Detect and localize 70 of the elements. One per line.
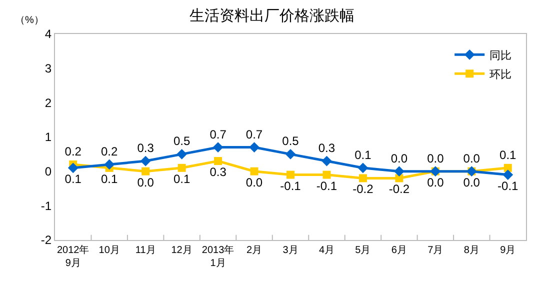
x-tick-label: 8月 bbox=[464, 245, 480, 256]
point bbox=[504, 164, 512, 172]
data-label: 0.0 bbox=[390, 151, 408, 166]
data-label: 0.1 bbox=[500, 148, 517, 162]
data-label: -0.1 bbox=[498, 178, 519, 193]
legend-label: 环比 bbox=[490, 68, 512, 81]
data-label: 0.0 bbox=[137, 175, 154, 190]
point bbox=[68, 162, 78, 174]
point bbox=[178, 164, 186, 172]
legend-label: 同比 bbox=[490, 48, 512, 62]
x-tick-label: 9月 bbox=[500, 245, 516, 256]
point bbox=[285, 148, 296, 160]
point bbox=[358, 174, 367, 182]
x-tick-label: 2月 bbox=[246, 245, 262, 256]
point bbox=[502, 170, 514, 180]
point bbox=[214, 157, 222, 166]
data-label: 0.0 bbox=[463, 175, 480, 190]
x-tick-label: 4月 bbox=[318, 245, 335, 256]
point bbox=[142, 167, 150, 176]
data-label: 0.7 bbox=[246, 127, 263, 142]
data-label: -0.2 bbox=[388, 182, 410, 196]
point bbox=[394, 166, 404, 177]
point bbox=[358, 162, 368, 174]
point bbox=[395, 174, 404, 182]
data-label: 0.7 bbox=[210, 127, 227, 142]
data-label: 0.1 bbox=[173, 172, 190, 186]
y-tick-label: 4 bbox=[44, 27, 52, 42]
x-tick-label: 10月 bbox=[98, 245, 120, 256]
y-tick-label: 1 bbox=[44, 130, 52, 144]
point bbox=[250, 167, 258, 176]
x-tick-label: 5月 bbox=[355, 245, 371, 256]
point bbox=[176, 148, 188, 160]
x-tick-label: 2013年 1月 bbox=[202, 244, 234, 269]
x-tick-label: 3月 bbox=[282, 245, 298, 256]
data-label: 0.0 bbox=[246, 175, 263, 190]
point bbox=[104, 159, 115, 170]
data-label: 0.5 bbox=[173, 134, 190, 148]
data-label: 0.0 bbox=[427, 175, 444, 190]
data-label: 0.3 bbox=[318, 141, 336, 156]
x-tick-label: 12月 bbox=[171, 245, 192, 256]
data-label: 0.2 bbox=[64, 144, 82, 158]
point bbox=[322, 170, 331, 179]
point bbox=[322, 156, 332, 166]
data-label: 0.1 bbox=[101, 172, 118, 186]
y-tick-label: -1 bbox=[40, 198, 52, 213]
y-tick-label: 0 bbox=[44, 164, 52, 179]
x-tick-label: 7月 bbox=[428, 245, 444, 256]
point bbox=[140, 156, 151, 166]
data-label: 0.3 bbox=[210, 165, 227, 180]
data-label: 0.0 bbox=[463, 151, 480, 166]
point bbox=[249, 142, 260, 152]
data-label: 0.3 bbox=[137, 141, 154, 156]
y-tick-label: 2 bbox=[44, 96, 52, 110]
y-axis-title: （%） bbox=[15, 15, 44, 26]
data-label: -0.2 bbox=[352, 182, 374, 196]
chart-title: 生活资料出厂价格涨跌幅 bbox=[190, 8, 354, 25]
point bbox=[286, 170, 294, 179]
data-label: 0.0 bbox=[427, 151, 444, 166]
y-tick-label: -2 bbox=[40, 233, 52, 248]
x-tick-label: 2012年 9月 bbox=[56, 244, 90, 269]
data-label: -0.1 bbox=[280, 178, 302, 193]
x-tick-label: 6月 bbox=[391, 245, 407, 256]
x-tick-label: 11月 bbox=[135, 245, 156, 256]
data-label: 0.5 bbox=[282, 134, 300, 148]
y-tick-label: 3 bbox=[44, 62, 52, 76]
data-label: -0.1 bbox=[316, 178, 338, 193]
data-label: 0.1 bbox=[354, 148, 372, 162]
point bbox=[212, 142, 224, 152]
data-label: 0.1 bbox=[64, 172, 82, 186]
data-label: 0.2 bbox=[101, 144, 118, 158]
